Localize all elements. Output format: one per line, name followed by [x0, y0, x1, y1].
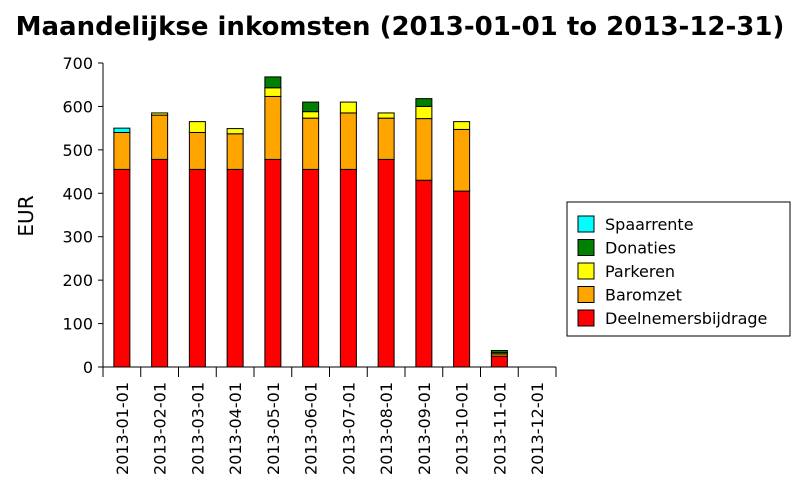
bar-deelnemersbijdrage-2013-09-01: [415, 179, 433, 368]
bar-deelnemersbijdrage-2013-07-01: [339, 168, 357, 368]
x-tick-label: 2013-07-01: [339, 382, 358, 475]
bar-parkeren-2013-05-01: [264, 87, 282, 97]
bar-donaties-2013-09-01: [415, 98, 433, 107]
legend-swatch-spaarrente: [577, 215, 595, 233]
bar-baromzet-2013-08-01: [377, 117, 395, 160]
bar-deelnemersbijdrage-2013-01-01: [113, 168, 131, 368]
y-tick-label: 200: [62, 271, 93, 290]
bar-baromzet-2013-09-01: [415, 118, 433, 181]
legend-label-donaties: Donaties: [605, 239, 676, 258]
legend-box: [566, 201, 791, 337]
legend-label-baromzet: Baromzet: [605, 286, 682, 305]
legend-label-parkeren: Parkeren: [605, 262, 675, 281]
bar-donaties-2013-05-01: [264, 76, 282, 89]
bar-parkeren-2013-08-01: [377, 112, 395, 119]
x-tick-label: 2013-02-01: [151, 382, 170, 475]
x-tick-label: 2013-09-01: [415, 382, 434, 475]
bar-donaties-2013-06-01: [302, 101, 320, 113]
bar-deelnemersbijdrage-2013-02-01: [151, 158, 169, 368]
bar-baromzet-2013-07-01: [339, 112, 357, 170]
y-tick-label: 600: [62, 97, 93, 116]
bar-baromzet-2013-03-01: [188, 131, 206, 170]
bar-baromzet-2013-01-01: [113, 131, 131, 170]
chart-title: Maandelijkse inkomsten (2013-01-01 to 20…: [16, 12, 785, 42]
legend: Spaarrente Donaties Parkeren Baromzet Deelne…: [566, 201, 791, 337]
bar-parkeren-2013-02-01: [151, 112, 169, 116]
legend-swatch-deelnemersbijdrage: [577, 309, 595, 327]
y-axis-label: EUR: [14, 195, 38, 236]
legend-swatch-parkeren: [577, 262, 595, 280]
bar-parkeren-2013-06-01: [302, 111, 320, 119]
bar-deelnemersbijdrage-2013-06-01: [302, 168, 320, 368]
x-tick-label: 2013-10-01: [453, 382, 472, 475]
bar-deelnemersbijdrage-2013-05-01: [264, 158, 282, 368]
bar-baromzet-2013-04-01: [226, 133, 244, 170]
x-tick-label: 2013-05-01: [264, 382, 283, 475]
bar-parkeren-2013-10-01: [453, 121, 471, 130]
x-tick-label: 2013-11-01: [490, 382, 509, 475]
legend-label-deelnemersbijdrage: Deelnemersbijdrage: [605, 309, 767, 328]
y-tick-label: 100: [62, 315, 93, 334]
bar-deelnemersbijdrage-2013-04-01: [226, 168, 244, 368]
bar-parkeren-2013-03-01: [188, 121, 206, 133]
legend-swatch-baromzet: [577, 286, 595, 303]
bar-parkeren-2013-09-01: [415, 105, 433, 120]
x-tick-label: 2013-04-01: [226, 382, 245, 475]
y-tick-label: 400: [62, 184, 93, 203]
bar-parkeren-2013-07-01: [339, 101, 357, 114]
x-tick-label: 2013-08-01: [377, 382, 396, 475]
bar-baromzet-2013-06-01: [302, 117, 320, 170]
legend-label-spaarrente: Spaarrente: [605, 215, 694, 234]
bar-baromzet-2013-05-01: [264, 95, 282, 160]
y-tick-label: 300: [62, 228, 93, 247]
y-tick-label: 700: [62, 54, 93, 73]
x-tick-label: 2013-03-01: [188, 382, 207, 475]
x-tick-label: 2013-06-01: [302, 382, 321, 475]
bar-baromzet-2013-10-01: [453, 128, 471, 192]
bars-group: [113, 76, 508, 368]
bar-donaties-2013-11-01: [490, 349, 508, 354]
bar-parkeren-2013-04-01: [226, 128, 244, 135]
bar-baromzet-2013-02-01: [151, 114, 169, 160]
x-tick-label: 2013-12-01: [528, 382, 547, 475]
bar-spaarrente-2013-01-01: [113, 127, 131, 133]
bar-deelnemersbijdrage-2013-08-01: [377, 158, 395, 368]
bar-deelnemersbijdrage-2013-10-01: [453, 190, 471, 368]
axes-group: 0 100 200 300 400 500 600 700 2013-01-01 2013-02-…: [62, 54, 557, 475]
y-tick-label: 500: [62, 141, 93, 160]
x-tick-label: 2013-01-01: [113, 382, 132, 475]
bar-deelnemersbijdrage-2013-11-01: [490, 355, 508, 368]
legend-swatch-donaties: [577, 239, 595, 256]
bar-deelnemersbijdrage-2013-03-01: [188, 168, 206, 368]
y-tick-label: 0: [83, 358, 93, 377]
